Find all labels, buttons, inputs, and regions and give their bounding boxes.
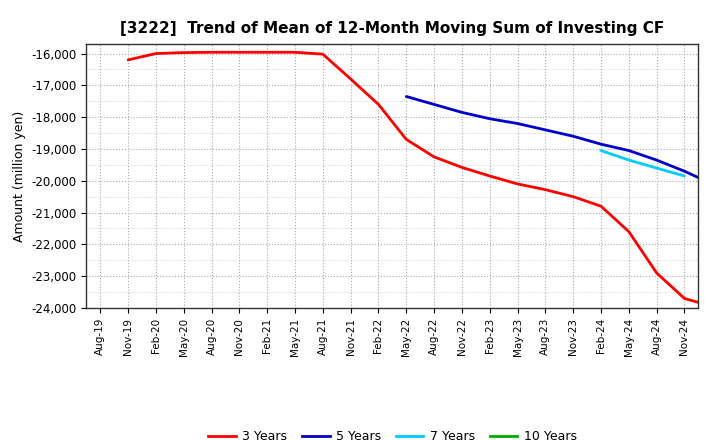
3 Years	[541, 187, 550, 192]
3 Years	[263, 50, 271, 55]
3 Years	[318, 51, 327, 57]
3 Years	[235, 50, 243, 55]
5 Years	[652, 158, 661, 163]
3 Years	[179, 50, 188, 55]
Y-axis label: Amount (million yen): Amount (million yen)	[13, 110, 26, 242]
5 Years	[402, 94, 410, 99]
3 Years	[513, 181, 522, 187]
3 Years	[124, 57, 132, 62]
Line: 7 Years: 7 Years	[601, 150, 685, 176]
5 Years	[597, 142, 606, 147]
3 Years	[402, 137, 410, 142]
3 Years	[680, 296, 689, 301]
Line: 3 Years: 3 Years	[128, 52, 712, 306]
7 Years	[652, 165, 661, 171]
5 Years	[430, 102, 438, 107]
7 Years	[680, 173, 689, 179]
5 Years	[708, 181, 716, 187]
3 Years	[374, 102, 383, 107]
3 Years	[152, 51, 161, 56]
7 Years	[624, 158, 633, 163]
3 Years	[597, 204, 606, 209]
3 Years	[485, 173, 494, 179]
Legend: 3 Years, 5 Years, 7 Years, 10 Years: 3 Years, 5 Years, 7 Years, 10 Years	[203, 425, 582, 440]
5 Years	[569, 134, 577, 139]
5 Years	[680, 169, 689, 174]
3 Years	[346, 77, 355, 82]
3 Years	[624, 229, 633, 235]
3 Years	[207, 50, 216, 55]
5 Years	[624, 148, 633, 153]
3 Years	[430, 154, 438, 160]
3 Years	[291, 50, 300, 55]
5 Years	[541, 127, 550, 132]
5 Years	[485, 116, 494, 121]
Title: [3222]  Trend of Mean of 12-Month Moving Sum of Investing CF: [3222] Trend of Mean of 12-Month Moving …	[120, 21, 665, 36]
5 Years	[458, 110, 467, 115]
3 Years	[569, 194, 577, 199]
7 Years	[597, 148, 606, 153]
3 Years	[652, 270, 661, 275]
Line: 5 Years: 5 Years	[406, 96, 720, 225]
5 Years	[513, 121, 522, 126]
3 Years	[458, 165, 467, 170]
3 Years	[708, 304, 716, 309]
